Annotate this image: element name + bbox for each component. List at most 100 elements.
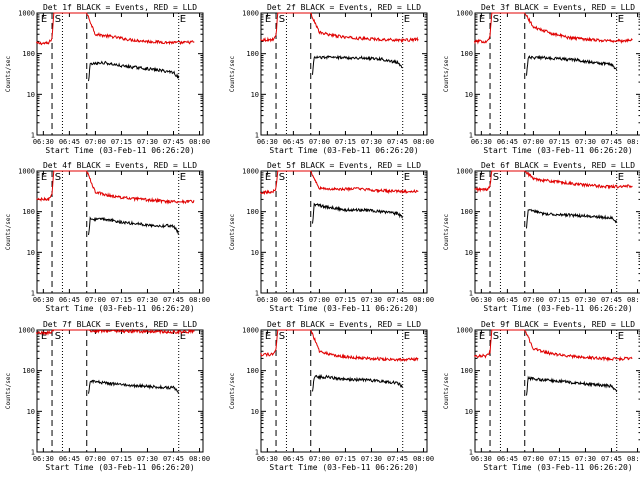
- y-axis-label: Counts/sec: [5, 56, 12, 93]
- chart-title: Det 2f BLACK = Events, RED = LLD: [267, 3, 421, 12]
- x-tick-label: 08:00: [189, 455, 210, 463]
- plot-frame: [260, 12, 428, 136]
- y-axis-label: Counts/sec: [229, 56, 236, 93]
- event-marker-e: E: [41, 14, 47, 25]
- plot-frame: [36, 329, 204, 453]
- y-axis-label: Counts/sec: [443, 373, 450, 410]
- y-tick-label: 1000: [242, 168, 259, 176]
- chart-panel-1: Det 1f BLACK = Events, RED = LLD 1 10 100 10…: [5, 3, 210, 155]
- x-tick-label: 06:45: [283, 455, 304, 463]
- lld-series-line: [36, 170, 195, 205]
- lld-series-line: [259, 170, 419, 196]
- x-axis-label: Start Time (03-Feb-11 06:26:20): [483, 463, 632, 472]
- x-axis-label: Start Time (03-Feb-11 06:26:20): [269, 304, 418, 313]
- y-axis-label: Counts/sec: [443, 56, 450, 93]
- x-tick-label: 08:00: [627, 296, 640, 304]
- event-marker-s: S: [279, 331, 285, 342]
- x-tick-label: 06:30: [471, 138, 492, 146]
- event-marker-s: S: [279, 14, 285, 25]
- x-tick-label: 07:00: [309, 138, 330, 146]
- event-marker-s: S: [493, 14, 499, 25]
- y-tick-label: 10: [27, 408, 35, 416]
- y-tick-label: 100: [246, 50, 259, 58]
- x-tick-label: 08:00: [413, 138, 434, 146]
- events-series-line: [526, 375, 618, 396]
- chart-panel-7: Det 7f BLACK = Events, RED = LLD 1 10 100 10…: [5, 320, 210, 472]
- x-axis-label: Start Time (03-Feb-11 06:26:20): [269, 463, 418, 472]
- x-tick-label: 07:15: [549, 138, 570, 146]
- chart-panel-6: Det 6f BLACK = Events, RED = LLD 1 10 100 10…: [443, 161, 640, 313]
- chart-panel-4: Det 4f BLACK = Events, RED = LLD 1 10 100 10…: [5, 161, 210, 313]
- x-tick-label: 06:30: [33, 296, 54, 304]
- x-tick-label: 07:30: [361, 455, 382, 463]
- event-marker-s: S: [55, 14, 61, 25]
- event-marker-s: S: [493, 331, 499, 342]
- chart-title: Det 7f BLACK = Events, RED = LLD: [43, 320, 197, 329]
- y-tick-label: 10: [251, 408, 259, 416]
- events-series-line: [526, 55, 618, 76]
- y-tick-label: 1: [255, 290, 259, 298]
- x-tick-label: 06:45: [497, 138, 518, 146]
- x-tick-label: 06:30: [257, 138, 278, 146]
- x-tick-label: 06:45: [59, 138, 80, 146]
- y-tick-label: 1000: [18, 10, 35, 18]
- x-tick-label: 06:30: [471, 455, 492, 463]
- chart-panel-8: Det 8f BLACK = Events, RED = LLD 1 10 100 10…: [229, 320, 434, 472]
- event-marker-e: E: [618, 14, 624, 25]
- x-tick-label: 06:30: [257, 455, 278, 463]
- y-tick-label: 10: [251, 91, 259, 99]
- event-marker-s: S: [493, 172, 499, 183]
- x-tick-label: 07:30: [575, 455, 596, 463]
- x-tick-label: 07:30: [137, 138, 158, 146]
- y-tick-label: 1000: [18, 168, 35, 176]
- y-tick-label: 100: [246, 367, 259, 375]
- event-marker-s: S: [279, 172, 285, 183]
- x-tick-label: 08:00: [627, 138, 640, 146]
- x-tick-label: 07:45: [387, 138, 408, 146]
- x-tick-label: 07:45: [387, 296, 408, 304]
- x-tick-label: 06:45: [497, 296, 518, 304]
- plot-frame: [260, 170, 428, 294]
- y-tick-label: 1000: [456, 168, 473, 176]
- event-marker-e: E: [404, 331, 410, 342]
- x-tick-label: 07:45: [601, 455, 622, 463]
- y-tick-label: 100: [22, 367, 35, 375]
- event-marker-e: E: [479, 331, 485, 342]
- lld-series-line: [35, 328, 195, 336]
- events-series-line: [88, 60, 180, 82]
- plot-frame: [260, 329, 428, 453]
- x-axis-label: Start Time (03-Feb-11 06:26:20): [45, 304, 194, 313]
- chart-panel-5: Det 5f BLACK = Events, RED = LLD 1 10 100 10…: [229, 161, 434, 313]
- event-marker-e: E: [180, 14, 186, 25]
- x-axis-label: Start Time (03-Feb-11 06:26:20): [45, 146, 194, 155]
- y-tick-label: 1000: [242, 327, 259, 335]
- chart-panel-9: Det 9f BLACK = Events, RED = LLD 1 10 100 10…: [443, 320, 640, 472]
- chart-title: Det 6f BLACK = Events, RED = LLD: [481, 161, 635, 170]
- x-tick-label: 07:30: [137, 455, 158, 463]
- x-tick-label: 06:30: [471, 296, 492, 304]
- x-tick-label: 08:00: [627, 455, 640, 463]
- x-axis-label: Start Time (03-Feb-11 06:26:20): [269, 146, 418, 155]
- lld-series-line: [260, 12, 419, 43]
- y-axis-label: Counts/sec: [229, 373, 236, 410]
- event-marker-e: E: [180, 331, 186, 342]
- event-marker-e: E: [618, 331, 624, 342]
- plot-frame: [36, 170, 204, 294]
- y-axis-label: Counts/sec: [443, 214, 450, 251]
- x-axis-label: Start Time (03-Feb-11 06:26:20): [45, 463, 194, 472]
- y-tick-label: 100: [460, 367, 473, 375]
- event-marker-e: E: [618, 172, 624, 183]
- y-tick-label: 1000: [242, 10, 259, 18]
- y-tick-label: 1: [469, 290, 473, 298]
- events-series-line: [312, 202, 403, 224]
- lld-series-line: [473, 12, 633, 45]
- x-tick-label: 06:45: [283, 138, 304, 146]
- x-axis-label: Start Time (03-Feb-11 06:26:20): [483, 146, 632, 155]
- y-tick-label: 1: [31, 449, 35, 457]
- plot-frame: [36, 12, 204, 136]
- y-tick-label: 100: [22, 208, 35, 216]
- events-series-line: [88, 379, 180, 394]
- y-tick-label: 10: [27, 249, 35, 257]
- event-marker-e: E: [265, 172, 271, 183]
